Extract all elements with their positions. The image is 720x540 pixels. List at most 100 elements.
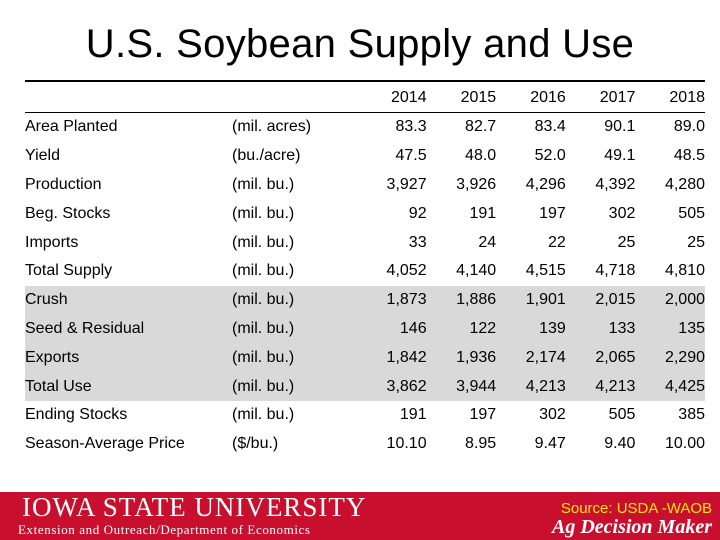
value-cell: 139 — [496, 314, 566, 344]
row-label: Exports — [25, 343, 232, 373]
row-unit: ($/bu.) — [232, 435, 279, 453]
value-cell: 4,810 — [664, 262, 705, 280]
value-cell: 4,280 — [664, 175, 705, 193]
row-label: Area Planted — [25, 118, 118, 136]
value-cell: 8.95 — [465, 435, 497, 453]
row-label: Seed & Residual — [25, 314, 232, 344]
value-cell: 3,944 — [426, 372, 497, 401]
value-cell: 9.47 — [534, 435, 566, 453]
value-cell: 47.5 — [395, 147, 427, 165]
value-cell: 4,140 — [456, 262, 497, 280]
row-unit: (mil. bu.) — [232, 204, 295, 222]
table-row: Crush (mil. bu.) 1,873 1,886 1,901 2,015 2,000 — [25, 285, 705, 315]
value-cell: 146 — [357, 314, 427, 344]
value-cell: 24 — [478, 233, 497, 251]
table-row: Imports (mil. bu.) 33 24 22 25 25 — [25, 228, 705, 257]
value-cell: 4,425 — [635, 372, 705, 401]
title-divider — [25, 80, 705, 82]
table-row: Yield (bu./acre) 47.5 48.0 52.0 49.1 48.5 — [25, 142, 705, 171]
value-cell: 1,901 — [496, 285, 566, 315]
row-unit: (mil. bu.) — [232, 314, 357, 344]
value-cell: 505 — [678, 204, 705, 222]
table-row: Area Planted (mil. acres) 83.3 82.7 83.4 90.1… — [25, 113, 705, 142]
table-row: Beg. Stocks (mil. bu.) 92 191 197 302 505 — [25, 199, 705, 228]
value-cell: 135 — [635, 314, 705, 344]
row-unit: (mil. bu.) — [232, 233, 295, 251]
value-cell: 89.0 — [673, 118, 705, 136]
value-cell: 2,015 — [565, 285, 636, 315]
table-row: Season-Average Price ($/bu.) 10.10 8.95 9.47… — [25, 430, 705, 459]
value-cell: 48.0 — [465, 147, 497, 165]
supply-use-table: 2014 2015 2016 2017 2018 Area Planted (mi… — [25, 84, 705, 459]
row-unit: (mil. bu.) — [232, 343, 357, 373]
value-cell: 25 — [617, 233, 636, 251]
value-cell: 3,862 — [357, 372, 427, 401]
table-row: Exports (mil. bu.) 1,842 1,936 2,174 2,065 2,2… — [25, 343, 705, 373]
ag-decision-maker-logo: Ag Decision Maker — [552, 516, 712, 538]
value-cell: 122 — [426, 314, 497, 344]
value-cell: 4,052 — [386, 262, 427, 280]
row-label: Imports — [25, 233, 79, 251]
source-note: Source: USDA -WAOB — [560, 500, 712, 517]
value-cell: 3,926 — [456, 175, 497, 193]
year-header: 2015 — [426, 84, 497, 113]
row-label: Crush — [25, 285, 232, 315]
header-label-blank — [25, 84, 232, 113]
value-cell: 22 — [547, 233, 566, 251]
value-cell: 92 — [408, 204, 427, 222]
header-unit-blank — [232, 84, 357, 113]
value-cell: 505 — [608, 406, 636, 424]
value-cell: 197 — [469, 406, 497, 424]
value-cell: 1,842 — [357, 343, 427, 373]
year-header: 2018 — [635, 84, 705, 113]
value-cell: 1,936 — [426, 343, 497, 373]
value-cell: 2,065 — [565, 343, 636, 373]
value-cell: 302 — [608, 204, 636, 222]
row-label: Total Supply — [25, 262, 113, 280]
value-cell: 302 — [539, 406, 566, 424]
footer-bar: IOWA STATE UNIVERSITY Extension and Outr… — [0, 492, 720, 540]
row-unit: (mil. acres) — [232, 118, 312, 136]
table-row: Total Supply (mil. bu.) 4,052 4,140 4,515 4,7… — [25, 257, 705, 286]
row-label: Total Use — [25, 372, 232, 401]
value-cell: 25 — [687, 233, 705, 251]
row-label: Beg. Stocks — [25, 204, 111, 222]
row-label: Production — [25, 175, 102, 193]
value-cell: 4,515 — [525, 262, 566, 280]
value-cell: 2,174 — [496, 343, 566, 373]
value-cell: 191 — [469, 204, 497, 222]
row-unit: (bu./acre) — [232, 147, 301, 165]
value-cell: 83.4 — [534, 118, 566, 136]
value-cell: 33 — [408, 233, 427, 251]
value-cell: 48.5 — [673, 147, 705, 165]
row-label: Ending Stocks — [25, 406, 128, 424]
value-cell: 4,213 — [496, 372, 566, 401]
department-text: Extension and Outreach/Department of Eco… — [18, 522, 311, 537]
value-cell: 10.00 — [664, 435, 705, 453]
row-label: Yield — [25, 147, 60, 165]
table-row: Total Use (mil. bu.) 3,862 3,944 4,213 4,213 4… — [25, 372, 705, 401]
row-unit: (mil. bu.) — [232, 406, 295, 424]
year-header: 2016 — [496, 84, 566, 113]
value-cell: 4,296 — [525, 175, 566, 193]
value-cell: 3,927 — [386, 175, 427, 193]
value-cell: 83.3 — [395, 118, 427, 136]
table-row: Production (mil. bu.) 3,927 3,926 4,296 4,392… — [25, 171, 705, 200]
value-cell: 133 — [565, 314, 636, 344]
table-row: Seed & Residual (mil. bu.) 146 122 139 133 135 — [25, 314, 705, 344]
value-cell: 191 — [399, 406, 427, 424]
value-cell: 1,873 — [357, 285, 427, 315]
year-header: 2014 — [357, 84, 427, 113]
row-unit: (mil. bu.) — [232, 262, 295, 280]
page-title: U.S. Soybean Supply and Use — [85, 22, 635, 66]
row-label: Season-Average Price — [25, 435, 185, 453]
value-cell: 385 — [678, 406, 705, 424]
value-cell: 4,392 — [595, 175, 636, 193]
row-unit: (mil. bu.) — [232, 372, 357, 401]
row-unit: (mil. bu.) — [232, 175, 295, 193]
value-cell: 1,886 — [426, 285, 497, 315]
value-cell: 2,290 — [635, 343, 705, 373]
value-cell: 82.7 — [465, 118, 497, 136]
year-header: 2017 — [565, 84, 636, 113]
row-unit: (mil. bu.) — [232, 285, 357, 315]
